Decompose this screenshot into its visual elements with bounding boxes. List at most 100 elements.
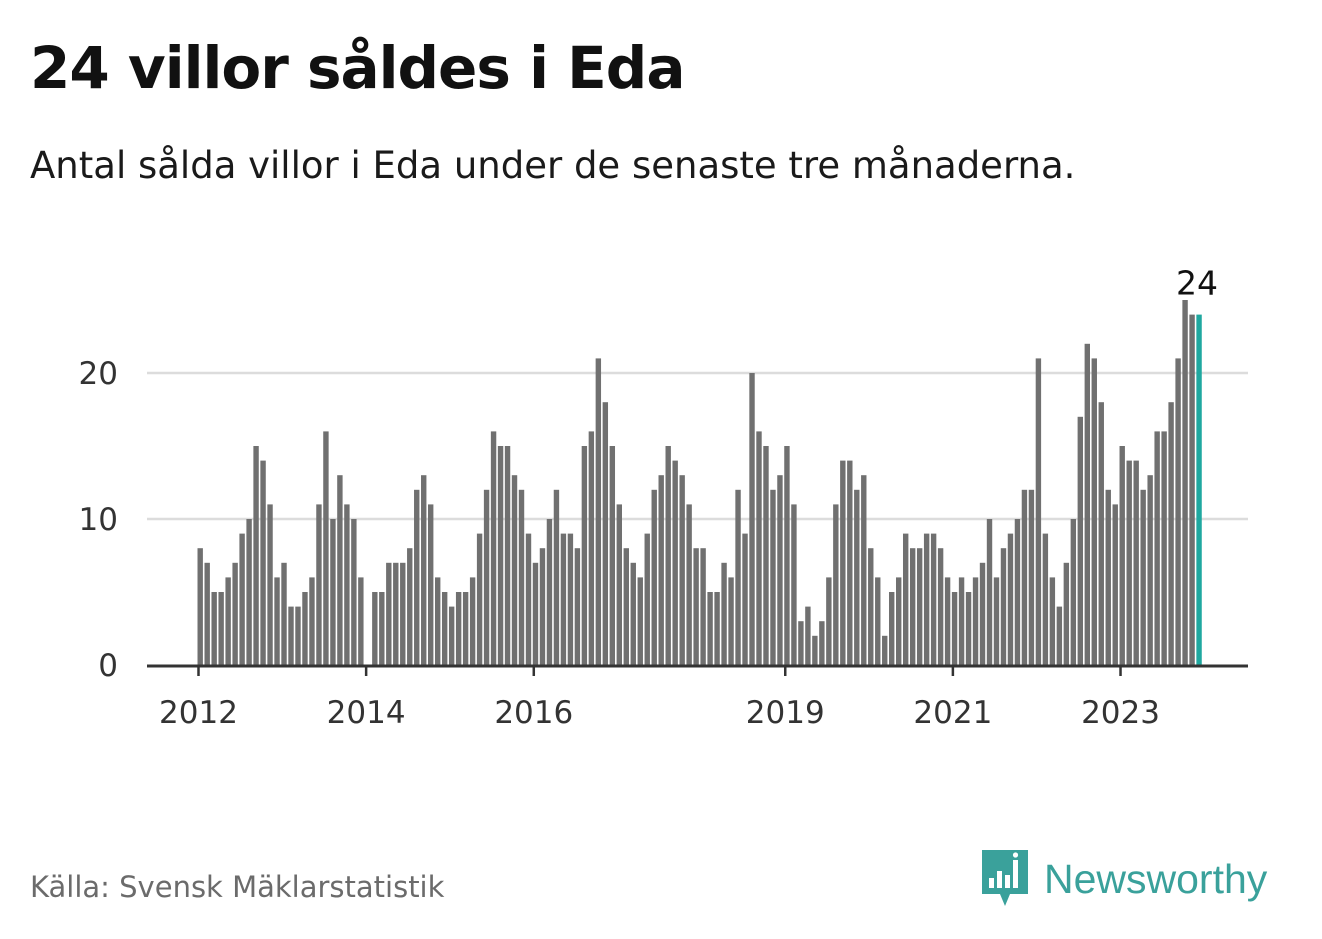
bar bbox=[358, 577, 364, 665]
tick-labels: 0 10 20 24 2012 2014 2016 2019 2021 2023 bbox=[79, 264, 1219, 731]
bar bbox=[819, 621, 825, 665]
bar bbox=[861, 475, 867, 665]
bar bbox=[658, 475, 664, 665]
bar bbox=[833, 504, 839, 665]
bar bbox=[672, 460, 678, 665]
bar bbox=[253, 446, 259, 665]
bar bbox=[916, 548, 923, 665]
bar bbox=[944, 577, 951, 665]
x-tick-label: 2014 bbox=[327, 695, 406, 731]
bar bbox=[651, 489, 657, 665]
bar bbox=[1133, 460, 1139, 665]
bar bbox=[511, 475, 518, 665]
bar bbox=[260, 460, 266, 665]
bar bbox=[455, 592, 462, 665]
bar bbox=[623, 548, 629, 665]
bar bbox=[784, 446, 790, 665]
bar bbox=[930, 533, 937, 665]
bar bbox=[414, 489, 420, 665]
bar bbox=[274, 577, 280, 665]
bar bbox=[379, 592, 385, 665]
bar bbox=[197, 548, 203, 665]
bar bbox=[700, 548, 706, 665]
x-tick-label: 2019 bbox=[746, 695, 825, 731]
bar bbox=[421, 475, 427, 665]
x-tick-label: 2016 bbox=[494, 695, 573, 731]
bar bbox=[665, 446, 671, 665]
y-tick-label: 20 bbox=[79, 356, 118, 392]
bar bbox=[707, 592, 713, 665]
x-tick-label: 2021 bbox=[913, 695, 992, 731]
bar bbox=[1175, 358, 1181, 665]
bar bbox=[546, 519, 553, 665]
bar bbox=[1126, 460, 1132, 665]
bar bbox=[958, 577, 965, 665]
bar bbox=[302, 592, 308, 665]
bar bbox=[1112, 504, 1118, 665]
bar bbox=[351, 519, 357, 665]
bar bbox=[791, 504, 797, 665]
bar bbox=[469, 577, 476, 665]
source-note: Källa: Svensk Mäklarstatistik bbox=[30, 870, 445, 904]
bar bbox=[630, 562, 636, 665]
bar bbox=[909, 548, 916, 665]
bar bbox=[986, 519, 993, 665]
chart-subtitle: Antal sålda villor i Eda under de senast… bbox=[30, 144, 1076, 187]
bar bbox=[749, 373, 755, 665]
x-tick-label: 2012 bbox=[159, 695, 238, 731]
bar bbox=[826, 577, 832, 665]
bar bbox=[1035, 358, 1042, 665]
bar bbox=[609, 446, 616, 665]
bar bbox=[246, 519, 252, 665]
bar bbox=[295, 606, 301, 665]
bar bbox=[1161, 431, 1167, 665]
bar bbox=[211, 592, 217, 665]
bar bbox=[847, 460, 853, 665]
bar bbox=[735, 489, 741, 665]
bar bbox=[588, 431, 595, 665]
bar bbox=[1049, 577, 1056, 665]
bar bbox=[770, 489, 776, 665]
bar bbox=[1077, 416, 1084, 665]
bar bbox=[923, 533, 930, 665]
brand-name: Newsworthy bbox=[1044, 855, 1268, 902]
bar bbox=[777, 475, 783, 665]
bar bbox=[553, 489, 560, 665]
bar bbox=[875, 577, 881, 665]
bar bbox=[323, 431, 329, 665]
bar bbox=[574, 548, 581, 665]
bar bbox=[337, 475, 343, 665]
bar bbox=[267, 504, 273, 665]
bar bbox=[532, 562, 539, 665]
bar bbox=[1119, 446, 1125, 665]
bar bbox=[504, 446, 511, 665]
bar bbox=[1042, 533, 1049, 665]
bar bbox=[497, 446, 504, 665]
bar bbox=[1070, 519, 1077, 665]
bar bbox=[1105, 489, 1111, 665]
bar bbox=[644, 533, 650, 665]
bar bbox=[218, 592, 224, 665]
bar bbox=[281, 562, 287, 665]
bar bbox=[386, 562, 392, 665]
bar bbox=[693, 548, 699, 665]
bar bbox=[330, 519, 336, 665]
bar bbox=[344, 504, 350, 665]
bar bbox=[225, 577, 231, 665]
bar bbox=[393, 562, 399, 665]
bar bbox=[1014, 519, 1021, 665]
bar bbox=[805, 606, 811, 665]
brand-logo: Newsworthy bbox=[980, 848, 1267, 910]
bar bbox=[462, 592, 469, 665]
bar bbox=[476, 533, 483, 665]
bar bbox=[441, 592, 448, 665]
bar bbox=[1168, 402, 1174, 665]
bar bbox=[896, 577, 902, 665]
bar bbox=[616, 504, 622, 665]
bar bbox=[1091, 358, 1097, 665]
last-value-label: 24 bbox=[1176, 264, 1218, 303]
bar bbox=[518, 489, 525, 665]
chart-title: 24 villor såldes i Eda bbox=[30, 34, 685, 102]
bar bbox=[448, 606, 455, 665]
